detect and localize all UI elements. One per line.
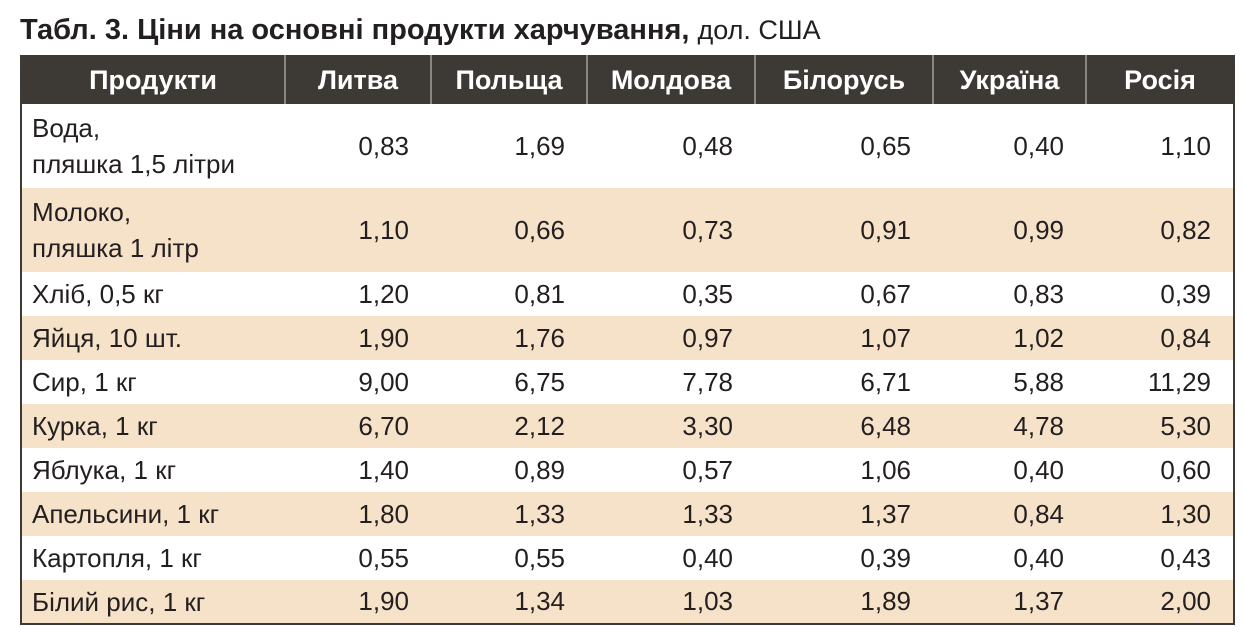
price-cell: 0,35 xyxy=(682,278,733,309)
price-cell: 0,89 xyxy=(514,454,565,485)
price-cell: 0,99 xyxy=(933,188,1086,272)
price-cell: 0,67 xyxy=(860,278,911,309)
price-cell: 0,43 xyxy=(1160,542,1211,573)
price-cell: 1,80 xyxy=(285,492,431,536)
caption-title: Табл. 3. Ціни на основні продукти харчув… xyxy=(20,14,690,46)
price-cell: 0,48 xyxy=(682,130,733,161)
price-cell: 6,75 xyxy=(514,366,565,397)
price-cell: 1,76 xyxy=(431,316,587,360)
price-cell: 1,07 xyxy=(755,316,933,360)
product-name-cell: Сир, 1 кг xyxy=(32,367,137,397)
price-cell: 9,00 xyxy=(358,366,409,397)
table-row: Сир, 1 кг 9,00 6,75 7,78 6,71 5,88 11,29 xyxy=(21,360,1234,404)
table-row: Яйця, 10 шт. 1,90 1,76 0,97 1,07 1,02 0,… xyxy=(21,316,1234,360)
price-cell: 1,02 xyxy=(933,316,1086,360)
header-cell-products: Продукти xyxy=(21,56,286,104)
price-cell: 1,37 xyxy=(755,492,933,536)
price-cell: 0,84 xyxy=(933,492,1086,536)
table-row: Картопля, 1 кг 0,55 0,55 0,40 0,39 0,40 … xyxy=(21,536,1234,580)
price-cell: 1,30 xyxy=(1086,492,1234,536)
price-cell: 1,89 xyxy=(755,580,933,624)
price-cell: 0,73 xyxy=(587,188,755,272)
product-name-cell: Курка, 1 кг xyxy=(21,404,285,448)
product-name-line: пляшка 1,5 літри xyxy=(32,149,236,179)
header-cell-ukraine: Україна xyxy=(933,56,1087,104)
price-cell: 0,83 xyxy=(358,130,409,161)
table-row: Молоко, пляшка 1 літр 1,10 0,66 0,73 0,9… xyxy=(21,188,1234,272)
product-name-cell: Білий рис, 1 кг xyxy=(21,580,285,624)
product-name-cell: Яйця, 10 шт. xyxy=(21,316,285,360)
product-name-cell: Молоко, пляшка 1 літр xyxy=(21,188,285,272)
price-cell: 6,48 xyxy=(755,404,933,448)
product-name-cell: Хліб, 0,5 кг xyxy=(32,279,164,309)
price-cell: 0,66 xyxy=(431,188,587,272)
price-cell: 0,84 xyxy=(1086,316,1234,360)
price-cell: 1,03 xyxy=(587,580,755,624)
product-name-line: пляшка 1 літр xyxy=(32,233,199,263)
price-cell: 1,10 xyxy=(1160,130,1211,161)
price-cell: 0,97 xyxy=(587,316,755,360)
price-cell: 0,39 xyxy=(1160,278,1211,309)
table-row: Вода, пляшка 1,5 літри 0,83 1,69 0,48 0,… xyxy=(21,104,1234,188)
price-cell: 0,40 xyxy=(1013,542,1064,573)
price-cell: 0,55 xyxy=(514,542,565,573)
price-cell: 11,29 xyxy=(1147,366,1211,397)
product-name-cell: Картопля, 1 кг xyxy=(32,543,202,573)
table-caption: Табл. 3. Ціни на основні продукти харчув… xyxy=(20,10,821,50)
price-cell: 0,91 xyxy=(755,188,933,272)
product-name-line: Вода, xyxy=(32,113,101,143)
price-cell: 0,40 xyxy=(1013,454,1064,485)
price-cell: 0,39 xyxy=(860,542,911,573)
header-cell-belarus: Білорусь xyxy=(755,56,934,104)
table-header: Продукти Литва Польща Молдова Білорусь У… xyxy=(21,56,1234,104)
price-cell: 1,06 xyxy=(860,454,911,485)
caption-unit: дол. США xyxy=(697,15,821,45)
header-cell-poland: Польща xyxy=(431,56,588,104)
price-cell: 1,90 xyxy=(285,580,431,624)
table-row: Білий рис, 1 кг 1,90 1,34 1,03 1,89 1,37… xyxy=(21,580,1234,624)
price-cell: 1,40 xyxy=(358,454,409,485)
table-row: Апельсини, 1 кг 1,80 1,33 1,33 1,37 0,84… xyxy=(21,492,1234,536)
price-cell: 1,33 xyxy=(431,492,587,536)
price-cell: 0,57 xyxy=(682,454,733,485)
price-cell: 5,88 xyxy=(1013,366,1064,397)
price-cell: 1,20 xyxy=(358,278,409,309)
price-cell: 0,81 xyxy=(514,278,565,309)
header-cell-lithuania: Литва xyxy=(285,56,432,104)
header-row: Продукти Литва Польща Молдова Білорусь У… xyxy=(21,56,1234,104)
price-cell: 0,82 xyxy=(1086,188,1234,272)
price-cell: 6,70 xyxy=(285,404,431,448)
table-body: Вода, пляшка 1,5 літри 0,83 1,69 0,48 0,… xyxy=(21,104,1234,624)
price-cell: 6,71 xyxy=(860,366,911,397)
price-cell: 1,10 xyxy=(285,188,431,272)
price-cell: 3,30 xyxy=(587,404,755,448)
price-cell: 5,30 xyxy=(1086,404,1234,448)
header-cell-russia: Росія xyxy=(1086,56,1234,104)
price-cell: 0,40 xyxy=(682,542,733,573)
price-cell: 0,60 xyxy=(1160,454,1211,485)
table-row: Курка, 1 кг 6,70 2,12 3,30 6,48 4,78 5,3… xyxy=(21,404,1234,448)
price-cell: 1,69 xyxy=(514,130,565,161)
price-cell: 2,00 xyxy=(1086,580,1234,624)
price-cell: 0,83 xyxy=(1013,278,1064,309)
product-name-cell: Яблука, 1 кг xyxy=(32,455,177,485)
price-cell: 0,65 xyxy=(860,130,911,161)
price-cell: 1,37 xyxy=(933,580,1086,624)
price-cell: 7,78 xyxy=(682,366,733,397)
table-row: Яблука, 1 кг 1,40 0,89 0,57 1,06 0,40 0,… xyxy=(21,448,1234,492)
price-cell: 1,34 xyxy=(431,580,587,624)
table-row: Хліб, 0,5 кг 1,20 0,81 0,35 0,67 0,83 0,… xyxy=(21,272,1234,316)
prices-table: Продукти Литва Польща Молдова Білорусь У… xyxy=(20,55,1235,625)
price-cell: 0,55 xyxy=(358,542,409,573)
price-cell: 0,40 xyxy=(1013,130,1064,161)
product-name-line: Молоко, xyxy=(32,197,132,227)
price-cell: 1,33 xyxy=(587,492,755,536)
product-name-cell: Вода, пляшка 1,5 літри xyxy=(21,104,285,188)
product-name-cell: Апельсини, 1 кг xyxy=(21,492,285,536)
price-cell: 4,78 xyxy=(933,404,1086,448)
header-cell-moldova: Молдова xyxy=(587,56,756,104)
price-cell: 2,12 xyxy=(431,404,587,448)
price-cell: 1,90 xyxy=(285,316,431,360)
